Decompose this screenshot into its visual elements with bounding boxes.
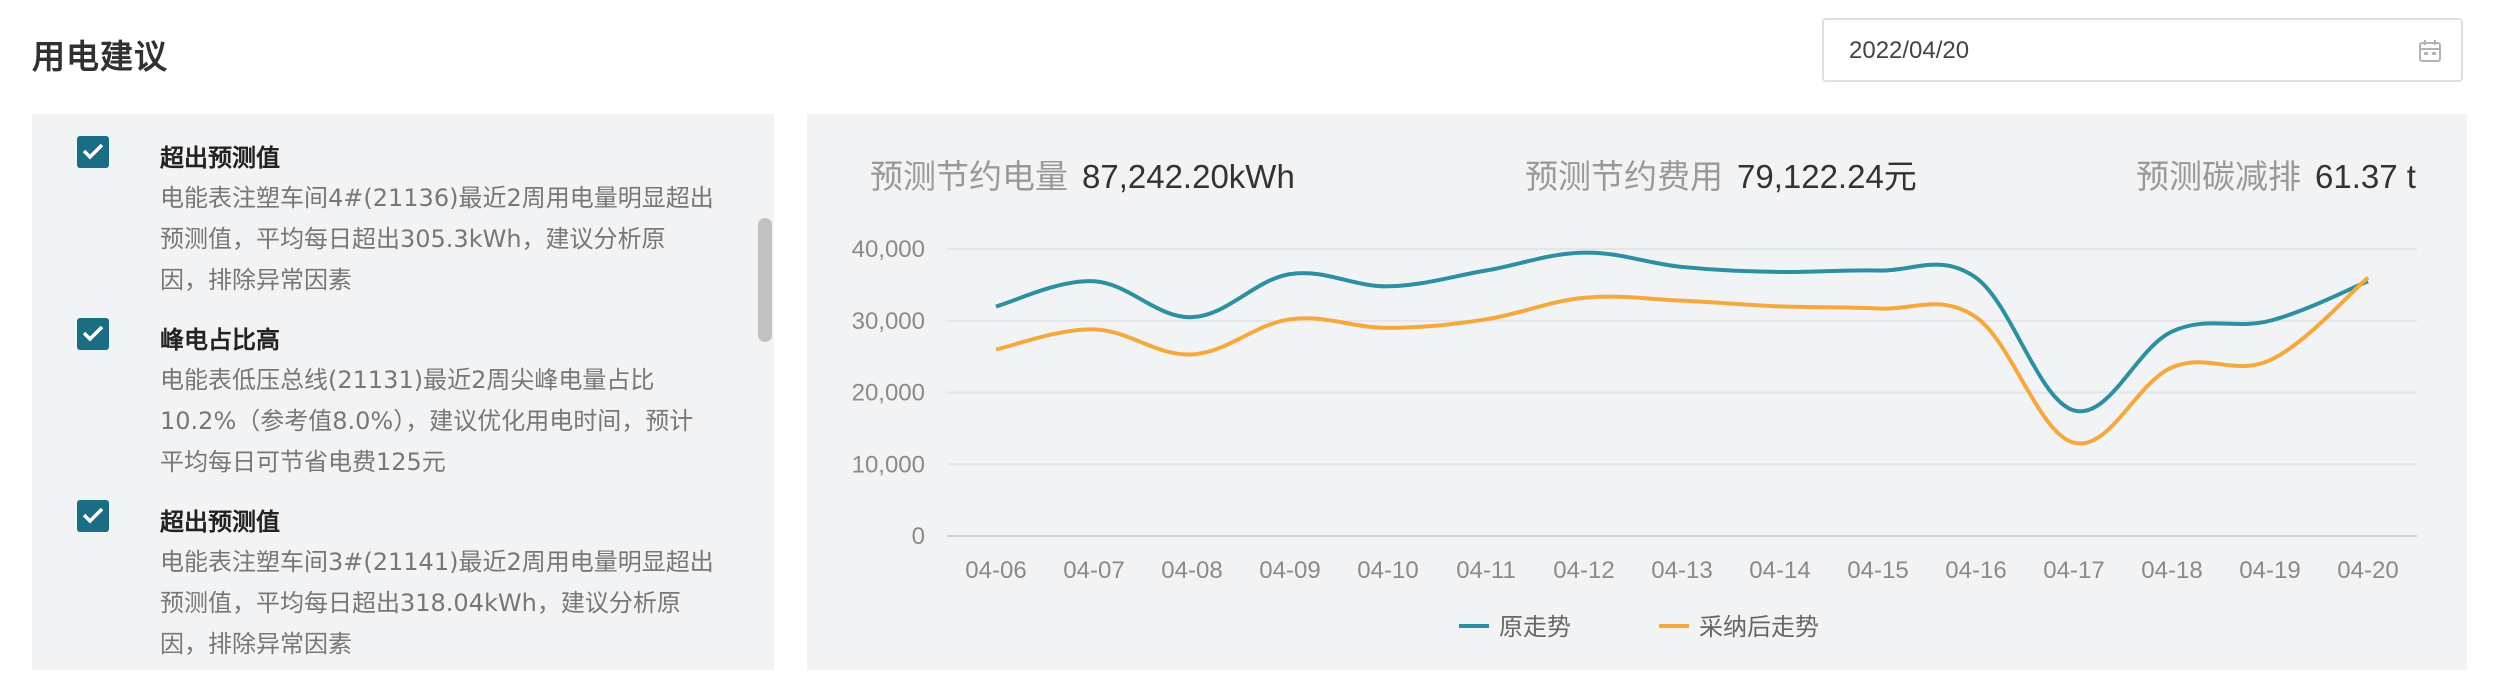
y-tick-label: 40,000 [852, 236, 925, 263]
suggestion-title: 超出预测值 [160, 144, 280, 172]
scrollbar-track[interactable] [758, 114, 774, 670]
stat-label: 预测节约电量 [870, 157, 1068, 196]
x-tick-label: 04-07 [1063, 557, 1124, 584]
y-tick-label: 30,000 [852, 308, 925, 335]
y-tick-label: 0 [912, 523, 925, 550]
legend-label: 原走势 [1499, 613, 1571, 641]
stat-value: 87,242.20kWh [1082, 158, 1295, 195]
suggestion-checkbox[interactable] [77, 318, 109, 350]
suggestion-title: 峰电占比高 [160, 326, 280, 354]
x-tick-label: 04-14 [1749, 557, 1810, 584]
x-tick-label: 04-12 [1553, 557, 1614, 584]
check-icon [82, 507, 104, 524]
suggestion-description: 电能表注塑车间4#(21136)最近2周用电量明显超出 预测值，平均每日超出30… [160, 184, 714, 294]
suggestion-description: 电能表注塑车间3#(21141)最近2周用电量明显超出 预测值，平均每日超出31… [160, 548, 714, 658]
stat-carbon-reduction: 预测碳减排 61.37 t [2136, 150, 2416, 198]
page-title: 用电建议 [32, 37, 168, 76]
suggestions-panel: 超出预测值 电能表注塑车间4#(21136)最近2周用电量明显超出 预测值，平均… [32, 114, 774, 670]
stat-value: 61.37 t [2315, 158, 2416, 195]
stat-energy-saving: 预测节约电量 87,242.20kWh [870, 150, 1295, 198]
x-tick-label: 04-11 [1456, 557, 1516, 584]
x-tick-label: 04-20 [2337, 557, 2398, 584]
x-tick-label: 04-18 [2141, 557, 2202, 584]
scrollbar-thumb[interactable] [758, 218, 772, 342]
check-icon [82, 143, 104, 160]
series-line-1 [995, 250, 2369, 414]
series-line-2 [995, 276, 2370, 446]
stat-value: 79,122.24元 [1737, 158, 1917, 195]
stat-label: 预测碳减排 [2136, 157, 2301, 196]
check-icon [82, 325, 104, 342]
x-tick-label: 04-06 [965, 557, 1026, 584]
stat-cost-saving: 预测节约费用 79,122.24元 [1525, 150, 1917, 198]
suggestion-checkbox[interactable] [77, 136, 109, 168]
calendar-icon[interactable] [2417, 38, 2443, 64]
suggestion-description: 电能表低压总线(21131)最近2周尖峰电量占比 10.2%（参考值8.0%），… [160, 366, 694, 476]
suggestion-checkbox[interactable] [77, 500, 109, 532]
stat-label: 预测节约费用 [1525, 157, 1723, 196]
x-tick-label: 04-15 [1847, 557, 1908, 584]
legend-label: 采纳后走势 [1699, 613, 1819, 641]
x-tick-label: 04-17 [2043, 557, 2104, 584]
y-tick-label: 20,000 [852, 380, 925, 407]
trend-chart: 0 10,000 20,000 30,000 40,000 04-06 04-07 04-08… [852, 236, 2417, 641]
y-tick-label: 10,000 [852, 451, 925, 478]
date-picker[interactable]: 2022/04/20 [1822, 18, 2463, 82]
x-tick-label: 04-16 [1945, 557, 2006, 584]
x-tick-label: 04-08 [1161, 557, 1222, 584]
x-tick-label: 04-13 [1651, 557, 1712, 584]
x-tick-label: 04-19 [2239, 557, 2300, 584]
x-tick-label: 04-10 [1357, 557, 1418, 584]
chart-panel: 0 10,000 20,000 30,000 40,000 04-06 04-07 04-08… [807, 114, 2467, 670]
x-tick-label: 04-09 [1259, 557, 1320, 584]
suggestion-title: 超出预测值 [160, 508, 280, 536]
date-picker-value[interactable]: 2022/04/20 [1849, 37, 1970, 64]
